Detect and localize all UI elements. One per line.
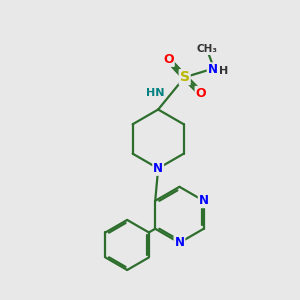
Text: HN: HN (146, 88, 164, 98)
Text: N: N (208, 63, 218, 76)
Text: N: N (174, 236, 184, 249)
Text: N: N (153, 162, 163, 175)
Text: CH₃: CH₃ (196, 44, 217, 54)
Text: H: H (219, 66, 229, 76)
Text: N: N (199, 194, 209, 207)
Text: O: O (196, 87, 206, 100)
Text: O: O (163, 53, 174, 66)
Text: S: S (180, 70, 190, 84)
